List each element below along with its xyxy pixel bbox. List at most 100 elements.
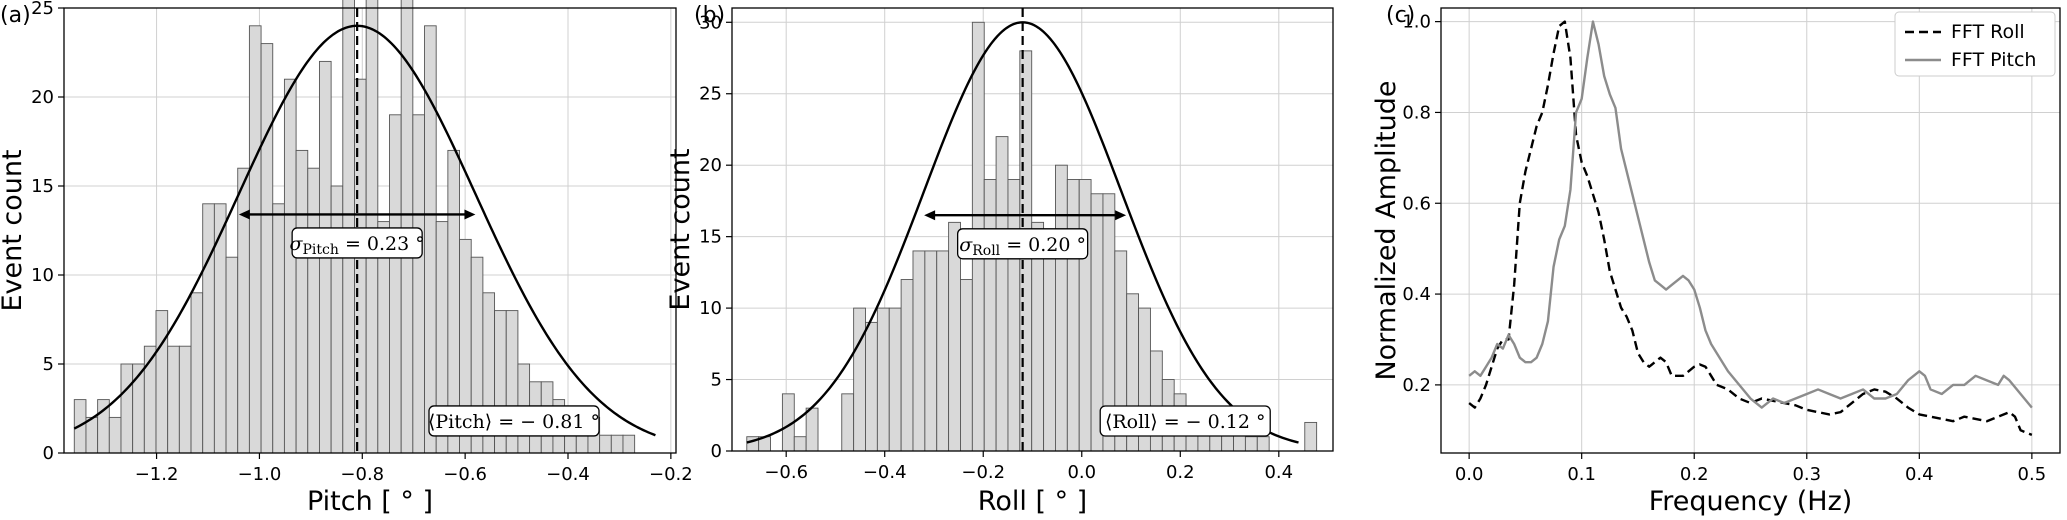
y-tick-label: 0 <box>43 443 54 464</box>
mean-label: ⟨Roll⟩ = − 0.12 ° <box>1105 411 1266 433</box>
histogram-bar <box>85 416 99 454</box>
x-tick-label: −0.6 <box>764 462 808 483</box>
sigma-subscript: Pitch <box>303 242 339 258</box>
mean-label-box <box>1099 405 1271 437</box>
sigma-subscript: Roll <box>972 243 1000 259</box>
y-axis-label: Event count <box>665 148 696 310</box>
y-tick-label: 0.6 <box>1402 193 1431 214</box>
histogram-bar <box>424 25 437 454</box>
histogram-bar <box>295 149 309 454</box>
y-tick-label: 30 <box>699 12 722 33</box>
histogram-bar <box>805 407 819 452</box>
histogram-bar <box>599 434 612 454</box>
x-tick-label: 0.1 <box>1567 464 1596 485</box>
histogram-bar <box>178 345 192 454</box>
y-tick-label: 0.4 <box>1402 284 1431 305</box>
plot-frame <box>731 7 1334 452</box>
legend: FFT Roll FFT Pitch <box>1894 11 2056 77</box>
histogram-bar <box>272 203 285 454</box>
histogram-bar <box>120 363 134 454</box>
x-tick-label: 0.5 <box>2018 464 2047 485</box>
y-tick-label: 5 <box>711 370 722 391</box>
histogram-bar <box>924 250 938 452</box>
y-tick-label: 10 <box>31 265 54 286</box>
histogram-bar <box>622 434 636 454</box>
histogram-bar <box>330 185 344 454</box>
y-tick-label: 20 <box>31 87 54 108</box>
series-line-fft-pitch <box>1468 20 2033 409</box>
y-axis-label: Event count <box>0 149 28 311</box>
panel-label: (a) <box>0 3 31 28</box>
x-tick-label: −0.2 <box>961 462 1005 483</box>
histogram-bar <box>1055 164 1068 452</box>
histogram-bar <box>389 114 402 454</box>
gaussian-fit-line <box>73 24 656 437</box>
histogram-bar <box>248 25 262 454</box>
y-tick-label: 0.8 <box>1402 102 1431 123</box>
x-axis-ticks: 0.0 0.1 0.2 0.3 0.4 0.5 <box>1455 453 2046 485</box>
sigma-arrowhead-right <box>464 209 476 220</box>
x-axis-ticks: −0.6 −0.4 −0.2 0.0 0.2 0.4 <box>764 451 1293 483</box>
x-tick-label: −1.2 <box>135 464 179 485</box>
histogram-bars <box>73 0 636 454</box>
y-tick-label: 0.2 <box>1402 375 1431 396</box>
histogram-bar <box>1007 179 1021 452</box>
sigma-arrowhead-right <box>1115 210 1127 221</box>
sigma-arrowhead-left <box>238 209 250 220</box>
panel-label: (c) <box>1386 3 1415 28</box>
histogram-bar <box>412 114 425 454</box>
y-tick-label: 0 <box>711 441 722 462</box>
x-tick-label: −0.4 <box>546 464 590 485</box>
histogram-bar <box>841 393 855 452</box>
x-tick-label: 0.2 <box>1166 462 1195 483</box>
histogram-bar <box>865 321 878 452</box>
histogram-bar <box>936 250 950 452</box>
y-tick-label: 15 <box>699 227 722 248</box>
x-tick-label: −0.8 <box>340 464 384 485</box>
x-tick-label: 0.0 <box>1067 462 1096 483</box>
x-tick-label: 0.4 <box>1264 462 1293 483</box>
y-tick-label: 20 <box>699 155 722 176</box>
histogram-bar <box>900 279 914 452</box>
sigma-arrowhead-left <box>924 210 936 221</box>
panel-label: (b) <box>694 3 725 28</box>
x-axis-label: Roll [ ° ] <box>978 486 1087 517</box>
histogram-bar <box>342 0 355 454</box>
histogram-bar <box>260 43 274 454</box>
sigma-label: σRoll = 0.20 ° <box>959 234 1086 259</box>
panel-b: σRoll = 0.20 °⟨Roll⟩ = − 0.12 °−0.6 −0.4−… <box>665 3 1334 517</box>
mean-label-box <box>428 405 600 437</box>
x-axis-ticks: −1.2 −1.0 −0.8 −0.6 −0.4 −0.2 <box>135 453 693 485</box>
x-tick-label: 0.3 <box>1792 464 1821 485</box>
histogram-bar <box>155 310 169 454</box>
histogram-bar <box>283 78 297 454</box>
sigma-label-box <box>291 227 423 259</box>
legend-entry: FFT Pitch <box>1951 49 2036 71</box>
x-tick-label: −0.2 <box>649 464 693 485</box>
histogram-bar <box>1244 436 1258 452</box>
y-axis-label: Normalized Amplitude <box>1371 80 1402 380</box>
panel-a: σPitch = 0.23 °⟨Pitch⟩ = − 0.81 °−1.2 −1.… <box>0 0 693 517</box>
histogram-bar <box>564 434 577 454</box>
histogram-bar <box>853 307 866 452</box>
histogram-bar <box>983 179 997 452</box>
sigma-value: = 0.23 ° <box>339 233 425 255</box>
y-axis-ticks: 0 5 10 15 20 25 30 <box>699 12 732 462</box>
sigma-symbol: σ <box>959 234 973 256</box>
y-tick-label: 10 <box>699 298 722 319</box>
x-tick-label: −0.4 <box>863 462 907 483</box>
histogram-bar <box>912 250 926 452</box>
histogram-bar <box>1256 436 1270 452</box>
histogram-bar <box>995 136 1009 452</box>
histogram-bar <box>1078 179 1092 452</box>
histogram-bar <box>190 292 204 454</box>
histogram-bar <box>1066 179 1080 452</box>
y-tick-label: 25 <box>699 84 722 105</box>
histogram-bar <box>108 416 122 454</box>
y-tick-label: 1.0 <box>1402 12 1431 33</box>
histogram-bar <box>1043 236 1056 452</box>
histogram-bar <box>793 436 807 452</box>
histogram-bar <box>307 167 320 454</box>
